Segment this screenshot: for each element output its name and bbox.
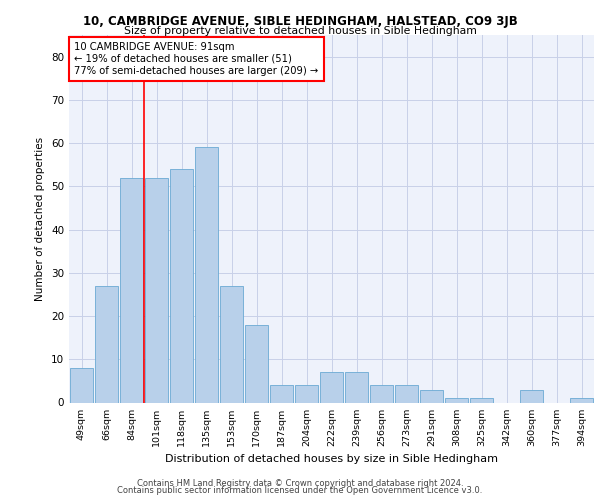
Bar — [320, 372, 343, 402]
Bar — [145, 178, 169, 402]
Bar — [170, 169, 193, 402]
Text: Size of property relative to detached houses in Sible Hedingham: Size of property relative to detached ho… — [124, 26, 476, 36]
Text: Contains HM Land Registry data © Crown copyright and database right 2024.: Contains HM Land Registry data © Crown c… — [137, 479, 463, 488]
Bar — [295, 385, 319, 402]
Bar — [370, 385, 394, 402]
Bar — [395, 385, 418, 402]
Bar — [520, 390, 544, 402]
Bar — [194, 148, 218, 402]
Bar — [220, 286, 244, 403]
Bar — [445, 398, 469, 402]
Bar — [419, 390, 443, 402]
Bar — [269, 385, 293, 402]
Bar — [245, 324, 268, 402]
Text: Contains public sector information licensed under the Open Government Licence v3: Contains public sector information licen… — [118, 486, 482, 495]
Text: 10 CAMBRIDGE AVENUE: 91sqm
← 19% of detached houses are smaller (51)
77% of semi: 10 CAMBRIDGE AVENUE: 91sqm ← 19% of deta… — [74, 42, 319, 76]
Bar — [119, 178, 143, 402]
Bar — [569, 398, 593, 402]
Y-axis label: Number of detached properties: Number of detached properties — [35, 136, 46, 301]
Bar — [95, 286, 118, 403]
X-axis label: Distribution of detached houses by size in Sible Hedingham: Distribution of detached houses by size … — [165, 454, 498, 464]
Bar — [470, 398, 493, 402]
Bar — [344, 372, 368, 402]
Bar — [70, 368, 94, 402]
Text: 10, CAMBRIDGE AVENUE, SIBLE HEDINGHAM, HALSTEAD, CO9 3JB: 10, CAMBRIDGE AVENUE, SIBLE HEDINGHAM, H… — [83, 15, 517, 28]
